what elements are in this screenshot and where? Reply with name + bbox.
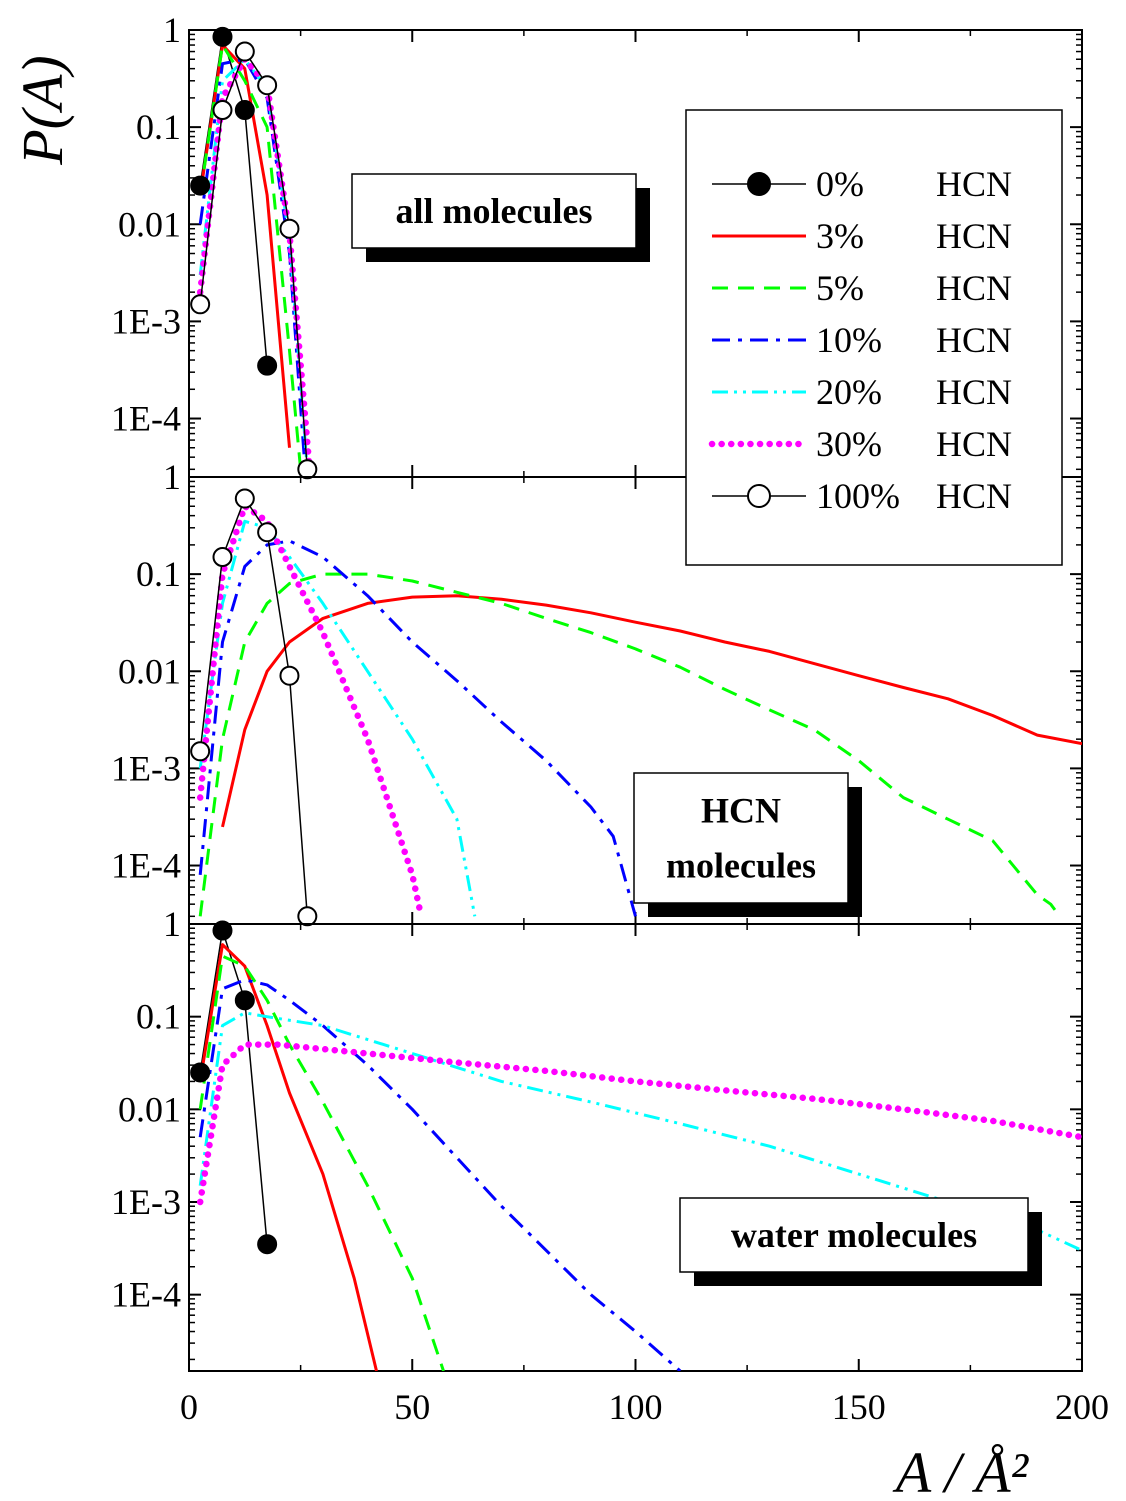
data-point-100pct [234, 488, 255, 509]
data-point-100pct [279, 665, 300, 686]
data-point-100pct [297, 906, 318, 927]
legend-entry: 100% HCN [712, 476, 1012, 516]
legend-label: HCN [936, 476, 1012, 516]
y-tick-label: 1E-3 [111, 301, 181, 341]
legend-label: HCN [936, 268, 1012, 308]
data-point-0pct [190, 1062, 211, 1083]
legend-percent: 5% [816, 268, 864, 308]
y-tick-label: 0.1 [136, 997, 181, 1037]
panel-label-box [679, 1197, 1029, 1273]
legend-label: HCN [936, 320, 1012, 360]
panel-label-text: all molecules [396, 191, 593, 231]
data-point-0pct [190, 175, 211, 196]
data-point-0pct [212, 26, 233, 47]
y-tick-label: 0.01 [118, 651, 181, 691]
data-point-100pct [190, 741, 211, 762]
legend-label: HCN [936, 216, 1012, 256]
series-line-20pct [198, 519, 477, 917]
x-axis-title: A / Å² [892, 1440, 1030, 1501]
legend-entry: 3% HCN [712, 216, 1012, 256]
series-line-100pct [199, 50, 309, 470]
legend-entry: 5% HCN [712, 268, 1012, 308]
chart-panels: 1 0.1 0.01 1E-3 1E-4 all molecules 1 0.1 0.01 1E-… [111, 10, 1083, 1372]
series-line-5pct [198, 954, 445, 1371]
x-tick-label: 50 [394, 1387, 430, 1427]
legend-entry: 30% HCN [708, 424, 1012, 464]
panel-label-text: molecules [666, 846, 816, 886]
series-line-5pct [198, 572, 1061, 918]
series-line-30pct [196, 1041, 1082, 1206]
data-point-100pct [234, 41, 255, 62]
y-tick-label: 1 [163, 457, 181, 497]
data-point-100pct [257, 75, 278, 96]
legend-swatch-marker [747, 172, 771, 196]
legend-percent: 20% [816, 372, 882, 412]
legend-entry: 20% HCN [712, 372, 1012, 412]
y-tick-label: 1 [163, 904, 181, 944]
legend-label: HCN [936, 424, 1012, 464]
legend-entry: 0% HCN [712, 164, 1012, 204]
series-line-20pct [198, 1011, 1082, 1252]
data-point-100pct [297, 459, 318, 480]
series-line-100pct [199, 497, 309, 917]
data-point-0pct [257, 355, 278, 376]
series-line-0pct [199, 929, 268, 1245]
series-line-10pct [198, 978, 682, 1371]
panel-3: 1 0.1 0.01 1E-3 1E-4 water molecules [111, 904, 1083, 1372]
panel-2: 1 0.1 0.01 1E-3 1E-4 HCN molecules [111, 457, 1083, 927]
x-tick-label: 100 [609, 1387, 663, 1427]
y-tick-label: 1E-4 [111, 1275, 181, 1315]
data-point-100pct [190, 294, 211, 315]
panel-label-box [351, 173, 637, 249]
y-tick-label: 1 [163, 10, 181, 50]
y-tick-label: 1E-3 [111, 748, 181, 788]
legend-entry: 10% HCN [712, 320, 1012, 360]
panel-frame [188, 923, 1083, 1372]
legend-percent: 3% [816, 216, 864, 256]
panel-1: 1 0.1 0.01 1E-3 1E-4 all molecules [111, 10, 1083, 480]
y-tick-label: 0.1 [136, 554, 181, 594]
legend-percent: 30% [816, 424, 882, 464]
x-tick-label: 150 [832, 1387, 886, 1427]
series-line-3pct [198, 43, 291, 448]
y-tick-label: 1E-3 [111, 1182, 181, 1222]
data-point-0pct [234, 100, 255, 121]
series-line-5pct [198, 43, 303, 470]
legend-swatch-marker [747, 484, 771, 508]
legend-percent: 10% [816, 320, 882, 360]
series-group [196, 36, 313, 473]
y-tick-label: 1E-4 [111, 399, 181, 439]
legend-label: HCN [936, 164, 1012, 204]
data-point-0pct [234, 990, 255, 1011]
legend-label: HCN [936, 372, 1012, 412]
panel-label-text: water molecules [731, 1215, 977, 1255]
series-line-0pct [199, 36, 268, 366]
data-point-100pct [212, 100, 233, 121]
data-point-100pct [212, 547, 233, 568]
y-axis-title: P(A) [10, 55, 75, 166]
y-tick-label: 0.1 [136, 107, 181, 147]
x-tick-label: 0 [180, 1387, 198, 1427]
panel-label-box [633, 772, 849, 904]
data-point-100pct [257, 522, 278, 543]
series-line-10pct [198, 539, 637, 917]
panel-label-text: HCN [701, 791, 781, 831]
y-tick-label: 0.01 [118, 204, 181, 244]
series-line-3pct [221, 594, 1082, 828]
data-point-0pct [212, 920, 233, 941]
series-line-3pct [198, 943, 378, 1371]
series-group [196, 929, 1082, 1371]
legend-percent: 0% [816, 164, 864, 204]
legend-percent: 100% [816, 476, 900, 516]
data-point-100pct [279, 218, 300, 239]
data-point-0pct [257, 1234, 278, 1255]
y-tick-label: 1E-4 [111, 846, 181, 886]
y-tick-label: 0.01 [118, 1089, 181, 1129]
x-tick-label: 200 [1055, 1387, 1109, 1427]
